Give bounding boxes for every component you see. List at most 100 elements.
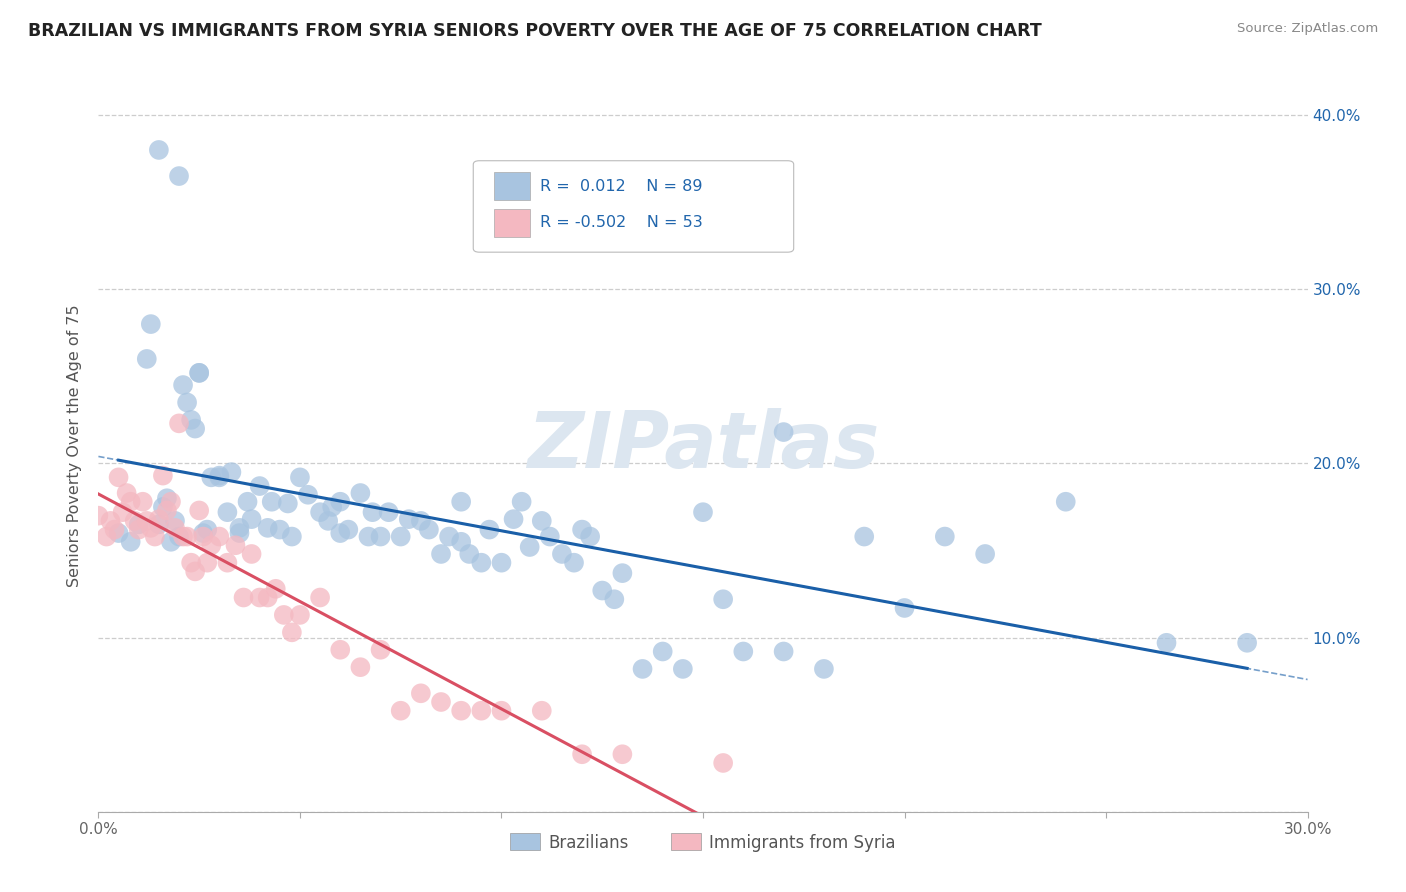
Point	[163, 514, 186, 528]
Point	[87, 508, 110, 523]
Point	[163, 521, 186, 535]
Point	[184, 565, 207, 579]
Point	[349, 660, 371, 674]
Point	[236, 494, 259, 508]
Point	[321, 500, 343, 514]
Point	[337, 523, 360, 537]
Point	[200, 470, 222, 484]
Point	[309, 591, 332, 605]
Point	[188, 503, 211, 517]
Point	[612, 566, 634, 581]
Point	[273, 607, 295, 622]
Point	[651, 644, 673, 658]
Point	[538, 530, 561, 544]
Point	[711, 756, 734, 770]
Point	[672, 662, 695, 676]
Point	[349, 486, 371, 500]
FancyBboxPatch shape	[494, 172, 530, 200]
Point	[316, 514, 339, 528]
Point	[458, 547, 481, 561]
Point	[172, 378, 194, 392]
Point	[139, 317, 162, 331]
Point	[256, 591, 278, 605]
Point	[148, 512, 170, 526]
Point	[893, 601, 915, 615]
Point	[224, 538, 246, 552]
Point	[139, 521, 162, 535]
Point	[160, 494, 183, 508]
Text: R = -0.502    N = 53: R = -0.502 N = 53	[540, 215, 703, 230]
Point	[249, 479, 271, 493]
Point	[974, 547, 997, 561]
FancyBboxPatch shape	[474, 161, 793, 252]
Point	[418, 523, 440, 537]
Point	[530, 704, 553, 718]
Point	[156, 503, 179, 517]
Point	[217, 505, 239, 519]
Point	[571, 747, 593, 762]
Point	[281, 625, 304, 640]
Point	[357, 530, 380, 544]
Point	[370, 642, 392, 657]
Point	[277, 496, 299, 510]
Point	[200, 538, 222, 552]
Point	[195, 523, 218, 537]
Point	[228, 526, 250, 541]
Point	[502, 512, 524, 526]
Point	[193, 530, 215, 544]
Point	[853, 530, 876, 544]
Point	[1156, 636, 1178, 650]
Point	[240, 547, 263, 561]
Point	[430, 547, 453, 561]
Point	[934, 530, 956, 544]
Point	[579, 530, 602, 544]
Point	[562, 556, 585, 570]
Point	[167, 530, 190, 544]
Point	[551, 547, 574, 561]
Point	[132, 494, 155, 508]
Point	[389, 704, 412, 718]
Point	[148, 517, 170, 532]
Point	[612, 747, 634, 762]
Point	[240, 512, 263, 526]
Y-axis label: Seniors Poverty Over the Age of 75: Seniors Poverty Over the Age of 75	[67, 305, 83, 587]
Point	[208, 530, 231, 544]
Point	[115, 486, 138, 500]
Point	[167, 417, 190, 431]
Point	[491, 556, 513, 570]
Point	[135, 514, 157, 528]
Point	[107, 470, 129, 484]
Point	[389, 530, 412, 544]
Point	[450, 704, 472, 718]
Point	[288, 470, 311, 484]
Text: ZIPatlas: ZIPatlas	[527, 408, 879, 484]
Point	[107, 526, 129, 541]
Point	[361, 505, 384, 519]
Text: Source: ZipAtlas.com: Source: ZipAtlas.com	[1237, 22, 1378, 36]
Point	[409, 514, 432, 528]
Point	[377, 505, 399, 519]
Point	[124, 514, 146, 528]
Legend: Brazilians, Immigrants from Syria: Brazilians, Immigrants from Syria	[503, 827, 903, 858]
Point	[152, 468, 174, 483]
Point	[120, 494, 142, 508]
Point	[195, 556, 218, 570]
Point	[530, 514, 553, 528]
FancyBboxPatch shape	[494, 209, 530, 236]
Point	[152, 500, 174, 514]
Point	[208, 470, 231, 484]
Point	[260, 494, 283, 508]
Point	[135, 351, 157, 366]
Point	[156, 491, 179, 506]
Point	[603, 592, 626, 607]
Point	[208, 468, 231, 483]
Point	[128, 517, 150, 532]
Point	[398, 512, 420, 526]
Point	[478, 523, 501, 537]
Point	[103, 523, 125, 537]
Point	[232, 591, 254, 605]
Point	[450, 494, 472, 508]
Point	[143, 530, 166, 544]
Point	[228, 521, 250, 535]
Point	[370, 530, 392, 544]
